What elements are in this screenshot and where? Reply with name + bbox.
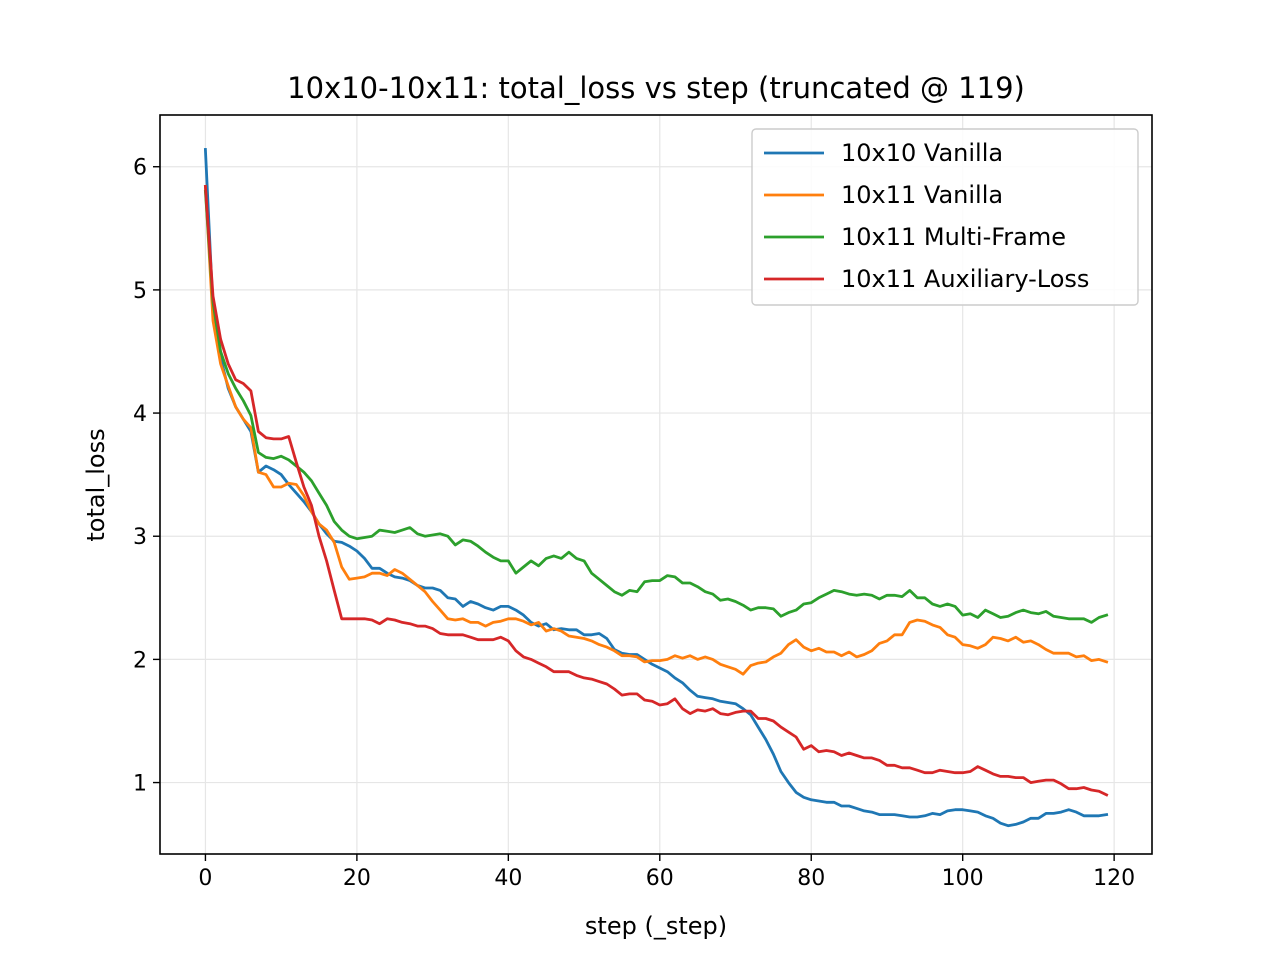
y-tick-label: 5 [133, 279, 147, 304]
y-tick-label: 4 [133, 402, 147, 427]
legend-box [751, 128, 1139, 306]
legend-label: 10x11 Auxiliary-Loss [841, 265, 1089, 293]
y-axis-label: total_loss [82, 428, 110, 541]
x-tick-label: 80 [797, 866, 825, 891]
y-tick-label: 1 [133, 772, 147, 797]
x-tick-label: 60 [646, 866, 674, 891]
plot-frame [159, 114, 1153, 855]
chart-title: 10x10-10x11: total_loss vs step (truncat… [287, 71, 1025, 105]
series-line [203, 184, 1109, 676]
x-tick-label: 100 [942, 866, 984, 891]
x-axis-label: step (_step) [585, 912, 727, 940]
y-tick-label: 2 [133, 648, 147, 673]
y-tick-label: 6 [133, 156, 147, 181]
series-line [203, 184, 1109, 797]
y-tick-label: 3 [133, 525, 147, 550]
legend-label: 10x11 Vanilla [841, 181, 1003, 209]
x-tick-label: 20 [343, 866, 371, 891]
legend: 10x10 Vanilla 10x11 Vanilla 10x11 Multi-Fr… [751, 128, 1139, 306]
x-tick-label: 0 [198, 866, 212, 891]
grid [160, 115, 1152, 854]
x-tick-label: 120 [1093, 866, 1135, 891]
x-axis: 0 20 40 60 80 100 120 [198, 854, 1135, 891]
x-tick-label: 40 [494, 866, 522, 891]
series-layer [203, 148, 1109, 828]
legend-label: 10x10 Vanilla [841, 139, 1003, 167]
series-line [203, 189, 1109, 624]
legend-label: 10x11 Multi-Frame [841, 223, 1066, 251]
series-line [203, 148, 1109, 828]
y-axis: 1 2 3 4 5 6 [133, 156, 160, 797]
